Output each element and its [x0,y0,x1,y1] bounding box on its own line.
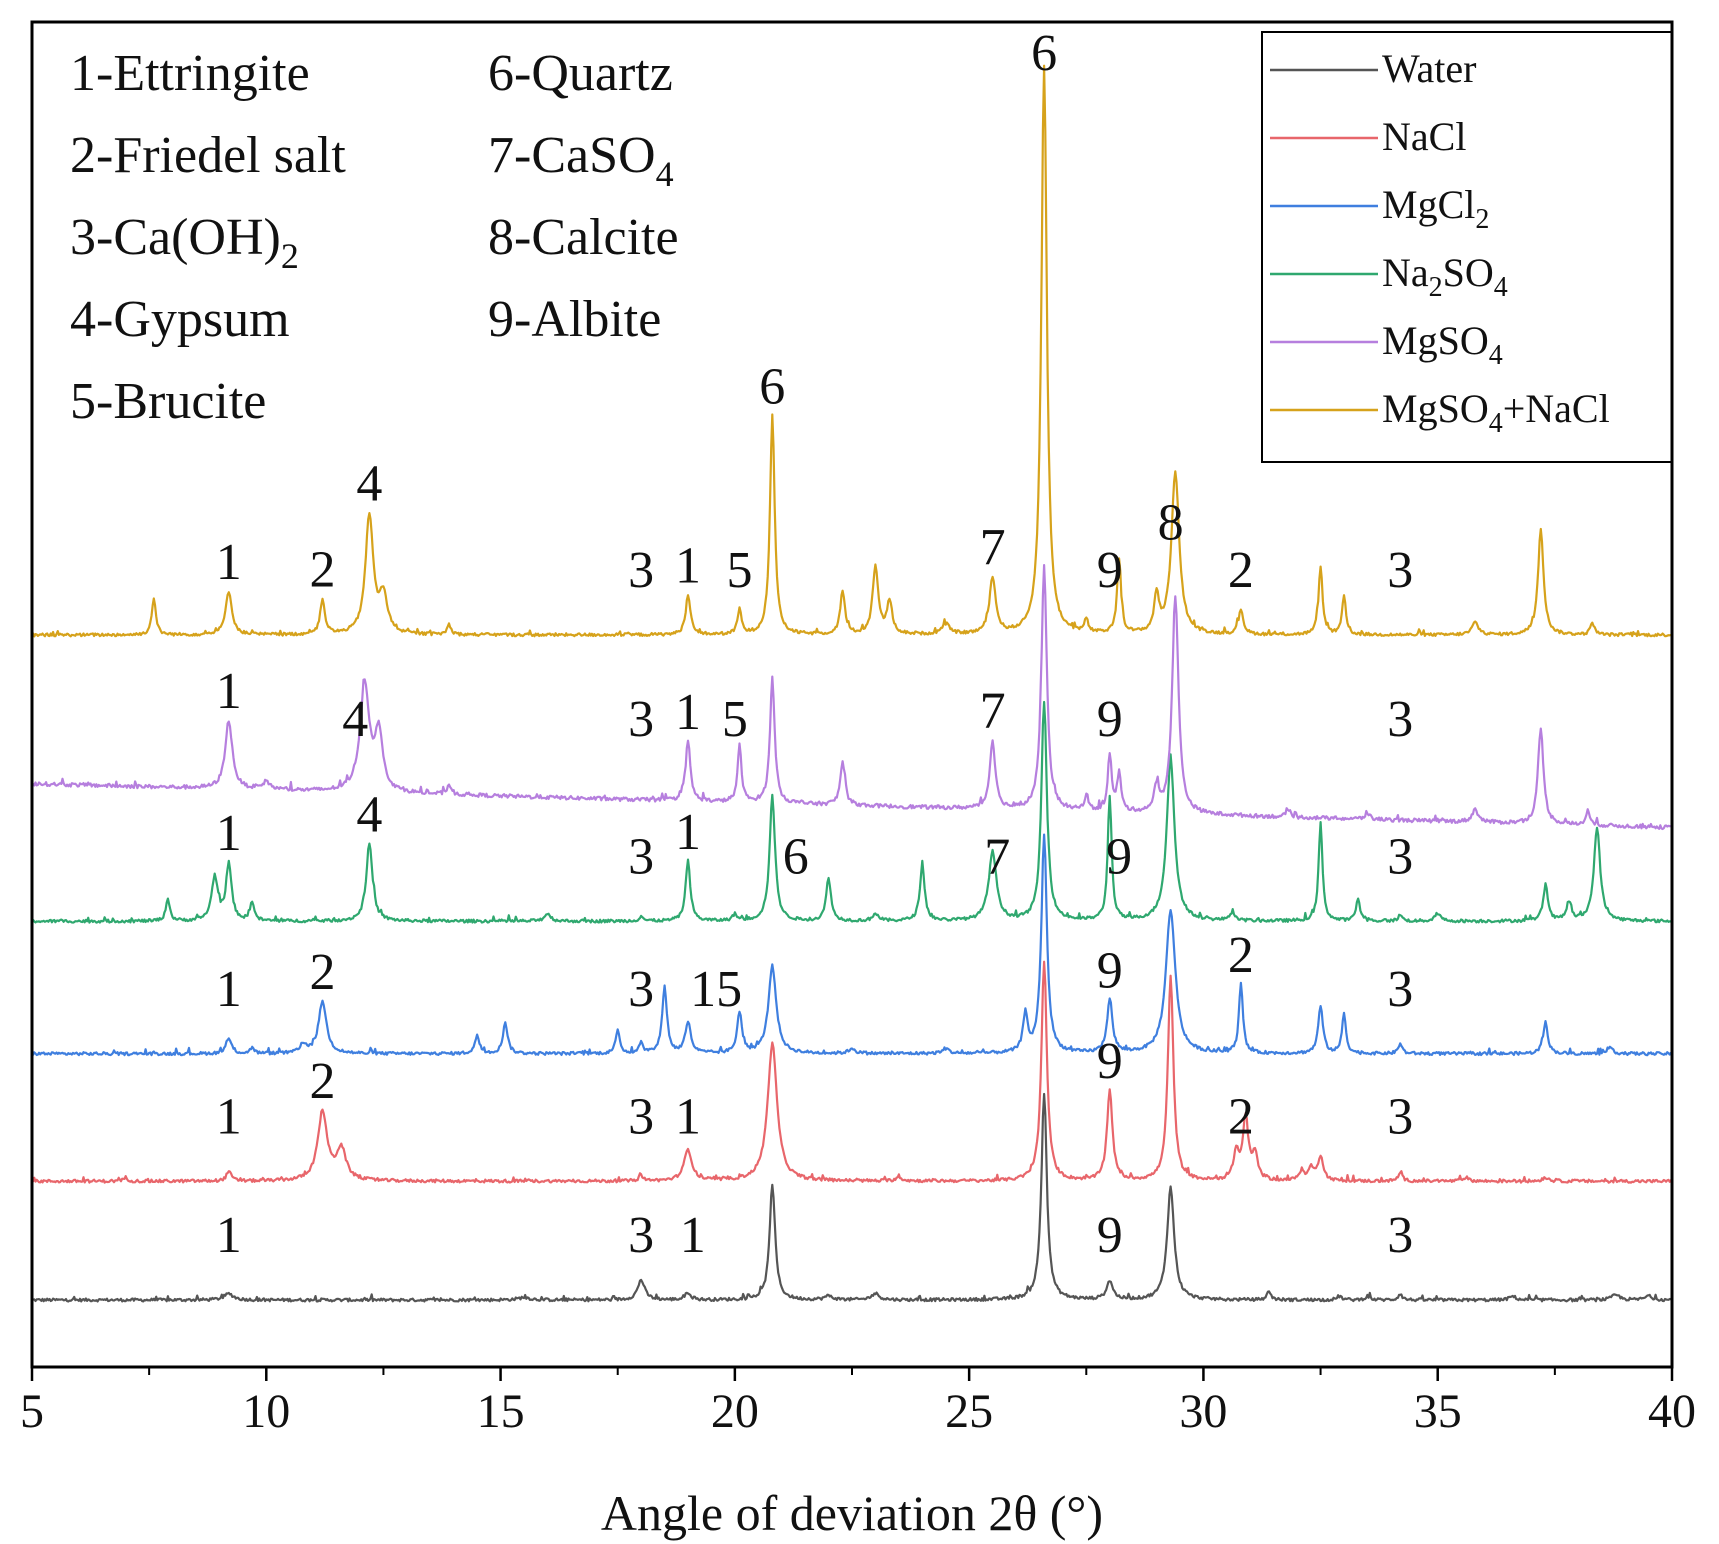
peak-label-mgso4-nacl-8: 8 [1158,495,1184,552]
peak-label-mgso4-nacl-1: 1 [675,538,701,595]
series-mgso4-nacl-line [31,64,1673,638]
peak-label-mgso4-3: 3 [1387,691,1413,748]
legend-label-nacl: NaCl [1382,114,1466,159]
phase-key-right-2: 7-CaSO4 [488,127,674,194]
phase-key-left-3: 3-Ca(OH)2 [70,209,299,276]
peak-label-water-1: 1 [680,1207,706,1264]
peak-label-nacl-3: 3 [1387,1088,1413,1145]
phase-key-left-4: 4-Gypsum [70,291,290,348]
peak-label-mgso4-1: 1 [675,684,701,741]
peak-label-mgso4-nacl-6: 6 [759,359,785,416]
peak-label-mgso4-7: 7 [980,682,1006,739]
phase-key-left-5: 5-Brucite [70,373,266,430]
peak-label-mgso4-1: 1 [216,663,242,720]
peak-label-na2so4-6: 6 [783,828,809,885]
peak-label-mgso4-nacl-3: 3 [1387,542,1413,599]
x-axis: 5 10 15 20 25 30 35 40 [20,1367,1696,1438]
legend-label-mgcl2: MgCl2 [1382,182,1489,235]
phase-key-right-4: 9-Albite [488,291,661,348]
peak-label-na2so4-1: 1 [675,804,701,861]
peak-label-water-9: 9 [1097,1207,1123,1264]
series-mgcl2-line [31,833,1673,1057]
legend-box [1261,31,1673,463]
peak-label-mgso4-5: 5 [722,691,748,748]
peak-label-mgcl2-3: 3 [628,961,654,1018]
phase-key-right-3: 8-Calcite [488,209,679,266]
legend-label-na2so4: Na2SO4 [1382,250,1508,303]
peak-label-water-3: 3 [628,1207,654,1264]
legend-label-water: Water [1382,46,1477,91]
phase-key: 1-Ettringite 2-Friedel salt 3-Ca(OH)2 4-Gyp… [70,45,679,430]
series-mgso4-line [31,563,1673,831]
peak-label-na2so4-9: 9 [1106,828,1132,885]
x-tick-label-35: 35 [1414,1385,1462,1438]
peak-label-mgso4-nacl-3: 3 [628,542,654,599]
phase-key-left-1: 1-Ettringite [70,45,310,102]
peak-label-na2so4-3: 3 [628,828,654,885]
peak-label-nacl-9: 9 [1097,1033,1123,1090]
legend-label-mgso4-nacl: MgSO4+NaCl [1382,386,1610,439]
peak-label-mgso4-nacl-1: 1 [216,534,242,591]
x-tick-label-15: 15 [477,1385,525,1438]
peak-label-mgso4-3: 3 [628,691,654,748]
peak-label-mgcl2-3: 3 [1387,961,1413,1018]
peak-label-mgcl2-2: 2 [310,944,336,1001]
peak-label-mgcl2-9: 9 [1097,942,1123,999]
peak-label-mgso4-nacl-7: 7 [980,519,1006,576]
peak-label-nacl-1: 1 [675,1088,701,1145]
peak-label-na2so4-3: 3 [1387,828,1413,885]
peak-label-mgso4-nacl-5: 5 [727,542,753,599]
phase-key-left-2: 2-Friedel salt [70,127,346,184]
peak-label-water-3: 3 [1387,1207,1413,1264]
x-tick-label-25: 25 [945,1385,993,1438]
peak-label-na2so4-4: 4 [356,787,382,844]
peak-label-nacl-2: 2 [1228,1088,1254,1145]
series-nacl-line [31,960,1673,1184]
series-water-line [31,1092,1673,1303]
x-tick-label-30: 30 [1179,1385,1227,1438]
peak-label-mgso4-nacl-4: 4 [356,455,382,512]
peak-label-mgso4-nacl-9: 9 [1097,542,1123,599]
series-na2so4-line [31,700,1673,924]
peak-label-mgso4-nacl-6: 6 [1031,25,1057,82]
series-layer [31,64,1673,1303]
legend: Water NaCl MgCl2 Na2SO4 MgSO4 MgSO4+NaCl [1261,31,1673,463]
peak-label-nacl-1: 1 [216,1088,242,1145]
peak-label-nacl-3: 3 [628,1088,654,1145]
peak-label-mgcl2-2: 2 [1228,927,1254,984]
x-tick-label-40: 40 [1648,1385,1696,1438]
x-tick-label-5: 5 [20,1385,44,1438]
peak-label-mgcl2-15: 15 [690,961,742,1018]
peak-label-mgso4-nacl-2: 2 [310,542,336,599]
peak-label-na2so4-7: 7 [984,828,1010,885]
peak-label-water-1: 1 [216,1207,242,1264]
peak-label-mgso4-nacl-2: 2 [1228,542,1254,599]
x-tick-label-10: 10 [242,1385,290,1438]
legend-label-mgso4: MgSO4 [1382,318,1503,371]
peak-label-mgso4-4: 4 [342,691,368,748]
phase-key-right-1: 6-Quartz [488,45,673,102]
x-tick-label-20: 20 [711,1385,759,1438]
x-axis-label: Angle of deviation 2θ (°) [601,1485,1103,1541]
peak-label-na2so4-1: 1 [216,805,242,862]
peak-label-nacl-2: 2 [310,1053,336,1110]
peak-label-mgso4-9: 9 [1097,691,1123,748]
peak-label-mgcl2-1: 1 [216,961,242,1018]
